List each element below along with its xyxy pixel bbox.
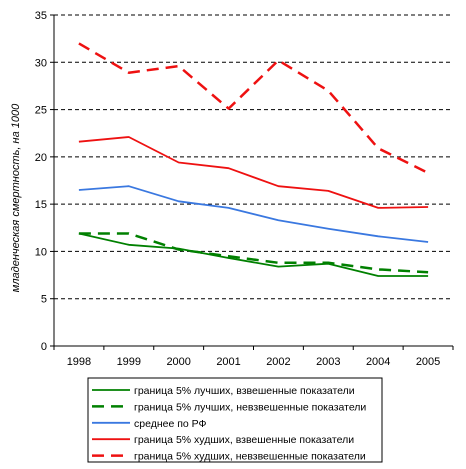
series-line-4	[78, 136, 429, 209]
series-line-2	[78, 232, 429, 274]
legend-label-1: граница 5% лучших, взвешенные показатели	[134, 385, 355, 397]
plot-series	[78, 42, 429, 277]
legend-label-5: граница 5% худших, невзвешенные показате…	[134, 451, 366, 463]
y-tick-label: 20	[35, 152, 47, 164]
series-line-1	[78, 232, 429, 277]
series-line-3	[78, 185, 429, 243]
y-tick-label: 10	[35, 246, 47, 258]
legend-label-3: среднее по РФ	[134, 418, 207, 430]
x-tick-label: 2002	[266, 356, 290, 368]
y-tick-label: 30	[35, 57, 47, 69]
y-axis: 0 5 10 15 20 25 30 35	[35, 10, 55, 353]
x-tick-label: 1999	[117, 356, 141, 368]
x-tick-label: 2000	[166, 356, 190, 368]
series-line-5	[78, 42, 429, 175]
legend: граница 5% лучших, взвешенные показатели…	[87, 377, 383, 463]
legend-box	[87, 377, 383, 463]
y-tick-label: 0	[41, 341, 47, 353]
y-axis-label: младенческая смертность, на 1000	[10, 103, 22, 292]
legend-label-2: граница 5% лучших, невзвешенные показате…	[134, 401, 366, 413]
x-tick-label: 2005	[416, 356, 440, 368]
x-tick-label: 2001	[216, 356, 240, 368]
y-tick-label: 25	[35, 105, 47, 117]
x-tick-label: 2004	[366, 356, 390, 368]
grid-lines	[54, 14, 453, 300]
legend-label-4: граница 5% худших, взвешенные показатели	[134, 434, 354, 446]
y-tick-label: 35	[35, 10, 47, 22]
y-tick-label: 15	[35, 199, 47, 211]
x-axis: 1998 1999 2000 2001 2002 2003 2004 2005	[53, 345, 454, 368]
x-tick-label: 1998	[67, 356, 91, 368]
x-tick-label: 2003	[316, 356, 340, 368]
y-tick-label: 5	[41, 294, 47, 306]
